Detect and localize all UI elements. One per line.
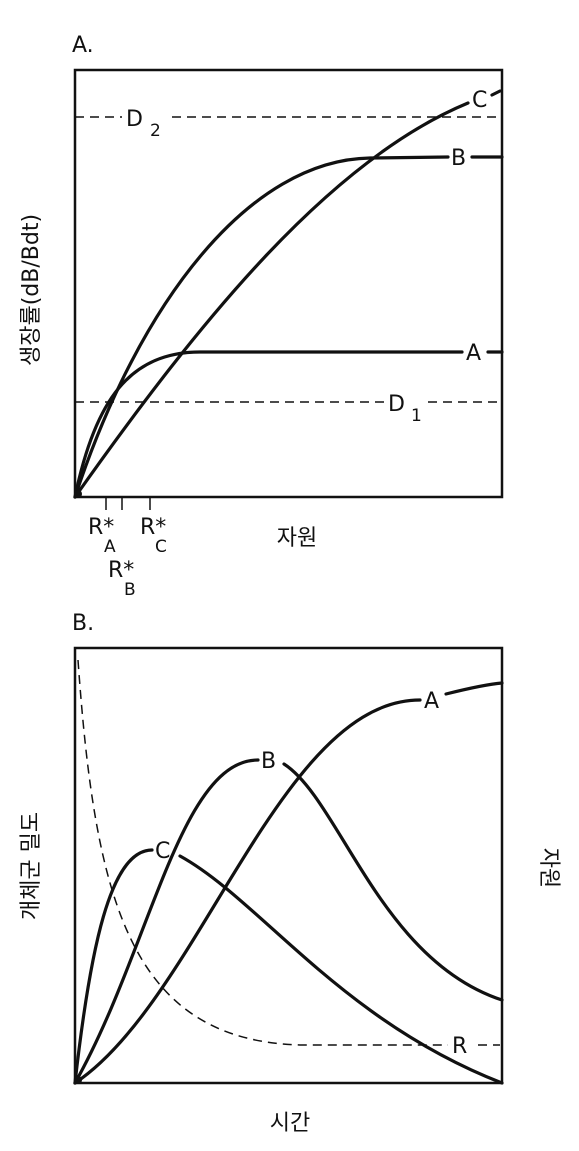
curve-label: R	[452, 1034, 467, 1059]
curve	[73, 758, 504, 1085]
curve	[73, 681, 504, 1085]
origin	[74, 490, 82, 498]
curve-label: B	[451, 146, 466, 171]
curve	[73, 848, 504, 1085]
curve	[73, 89, 502, 499]
curve-label: A	[424, 689, 439, 714]
panel-frame	[73, 646, 504, 1085]
curve-label: A	[466, 341, 481, 366]
threshold-subscript: 2	[150, 121, 161, 141]
curve-label: B	[261, 749, 276, 774]
curve-label: C	[472, 88, 487, 113]
r-star-subscript: A	[104, 537, 116, 557]
panel-label: B.	[72, 611, 94, 636]
curve	[73, 350, 504, 499]
threshold-label: D	[388, 392, 405, 417]
r-star-ticks	[105, 497, 151, 510]
x-axis-label: 자원	[277, 526, 317, 551]
y-axis-label: 개체군 밀도	[19, 812, 44, 920]
y2-axis-label: 자원	[536, 848, 561, 888]
threshold-label: D	[126, 107, 143, 132]
r-star-label: R*	[88, 515, 114, 540]
panel-label: A.	[72, 33, 94, 58]
y-axis-label: 생장률(dB/Bdt)	[19, 214, 44, 366]
curve-label: C	[155, 839, 170, 864]
r-star-label: R*	[140, 515, 166, 540]
r-star-subscript: B	[124, 580, 136, 600]
r-star-label: R*	[108, 558, 134, 583]
threshold-subscript: 1	[411, 406, 422, 426]
resource-curve	[77, 659, 500, 1046]
origin	[74, 1076, 82, 1084]
x-axis-label: 시간	[270, 1111, 310, 1136]
curve	[73, 155, 504, 499]
panel-frame	[73, 68, 504, 499]
r-star-subscript: C	[155, 537, 167, 557]
